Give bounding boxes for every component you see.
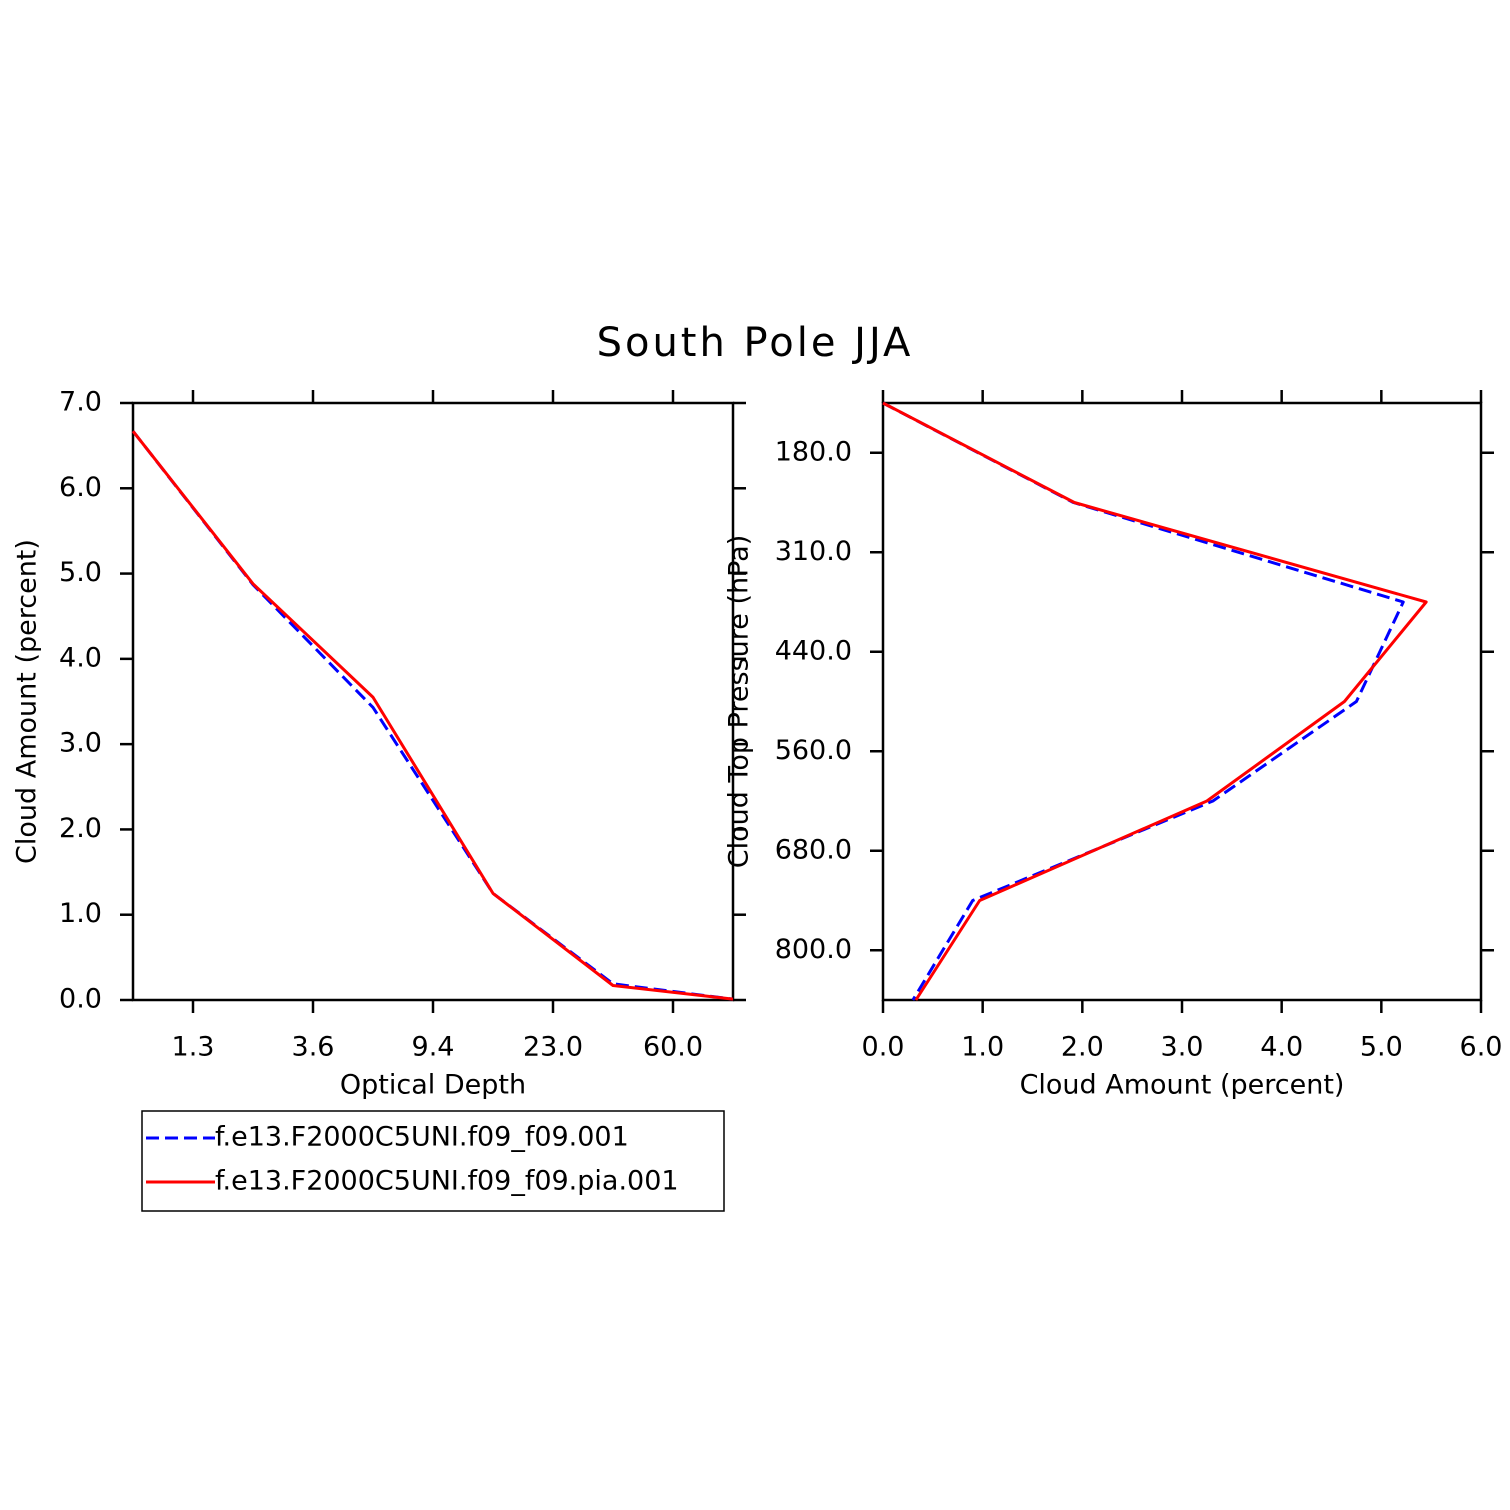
y-tick-label: 7.0 — [59, 387, 102, 418]
y-tick-label: 5.0 — [59, 557, 102, 588]
x-tick-label: 23.0 — [523, 1032, 583, 1063]
series-line — [131, 430, 734, 1001]
y-tick-label: 310.0 — [775, 536, 852, 567]
y-tick-label: 1.0 — [59, 898, 102, 929]
series-line — [882, 401, 1428, 1001]
y-tick-label: 800.0 — [775, 934, 852, 965]
panel: 1.3 3.6 9.4 23.0 60.0 0.0 1.0 2.0 3.0 4.0 5.0 6.0 7.… — [12, 387, 746, 1101]
series-line — [882, 401, 1405, 1001]
figure-title: South Pole JJA — [597, 320, 914, 366]
y-tick-label: 2.0 — [59, 813, 102, 844]
y-tick-label: 3.0 — [59, 728, 102, 759]
y-tick-label: 0.0 — [59, 984, 102, 1015]
x-tick-label: 4.0 — [1260, 1032, 1303, 1063]
y-tick-label: 4.0 — [59, 642, 102, 673]
x-axis-label: Cloud Amount (percent) — [1020, 1070, 1345, 1101]
y-tick-label: 560.0 — [775, 735, 852, 766]
x-tick-label: 60.0 — [643, 1032, 703, 1063]
y-tick-label: 440.0 — [775, 635, 852, 666]
y-tick-label: 180.0 — [775, 436, 852, 467]
legend-label: f.e13.F2000C5UNI.f09_f09.001 — [215, 1122, 629, 1153]
plot-frame — [131, 401, 735, 1002]
y-axis-label: Cloud Top Pressure (hPa) — [724, 535, 755, 869]
panel: 0.0 1.0 2.0 3.0 4.0 5.0 6.0 180.0 310.0 440.0 560.… — [724, 390, 1503, 1101]
y-tick-label: 6.0 — [59, 472, 102, 503]
legend-label: f.e13.F2000C5UNI.f09_f09.pia.001 — [215, 1166, 679, 1197]
x-tick-label: 3.0 — [1161, 1032, 1204, 1063]
x-tick-label: 3.6 — [292, 1032, 335, 1063]
x-tick-label: 2.0 — [1061, 1032, 1104, 1063]
y-axis-label: Cloud Amount (percent) — [12, 539, 43, 864]
x-axis-label: Optical Depth — [340, 1070, 526, 1101]
x-tick-label: 6.0 — [1460, 1032, 1503, 1063]
x-tick-label: 0.0 — [862, 1032, 905, 1063]
legend: f.e13.F2000C5UNI.f09_f09.001 f.e13.F2000C… — [141, 1110, 725, 1212]
x-tick-label: 1.0 — [961, 1032, 1004, 1063]
x-tick-label: 1.3 — [172, 1032, 215, 1063]
x-tick-label: 5.0 — [1360, 1032, 1403, 1063]
y-tick-label: 680.0 — [775, 834, 852, 865]
legend-box — [141, 1110, 725, 1212]
series-line — [131, 430, 734, 1001]
x-tick-label: 9.4 — [412, 1032, 455, 1063]
